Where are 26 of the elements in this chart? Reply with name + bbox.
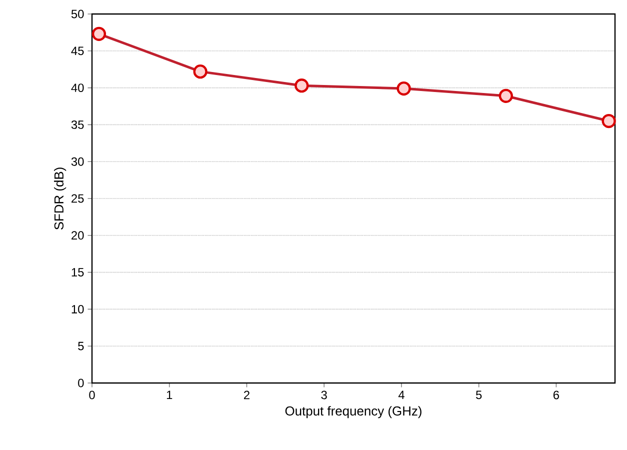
- point: [193, 64, 208, 79]
- y-tick-label: 25: [72, 194, 84, 203]
- y-tick-label: 40: [71, 84, 84, 92]
- y-tick-label: 45: [71, 46, 84, 56]
- y-tick-label: 20: [72, 231, 84, 240]
- y-tick-label: 35: [71, 120, 84, 129]
- y-tick-label: 5: [78, 342, 84, 350]
- y-tick-label: 50: [71, 10, 84, 18]
- point: [602, 114, 616, 128]
- point: [294, 78, 309, 93]
- point: [92, 26, 106, 41]
- point: [396, 81, 411, 96]
- x-tick-label: 2: [244, 390, 250, 400]
- x-tick-label: 0: [89, 390, 95, 400]
- point: [498, 88, 513, 103]
- x-tick-label: 6: [553, 390, 560, 400]
- x-tick-label: 3: [321, 390, 327, 400]
- x-tick-label: 5: [476, 390, 482, 400]
- y-axis-title: SFDR (dB): [54, 168, 66, 230]
- x-tick-label: 1: [166, 390, 172, 399]
- x-axis-title: Output frequency (GHz): [285, 406, 422, 418]
- x-tick-label: 4: [398, 390, 404, 399]
- y-tick-label: 0: [78, 378, 84, 388]
- y-tick-label: 15: [72, 268, 84, 276]
- y-tick-label: 10: [72, 304, 84, 314]
- y-tick-label: 30: [71, 157, 84, 166]
